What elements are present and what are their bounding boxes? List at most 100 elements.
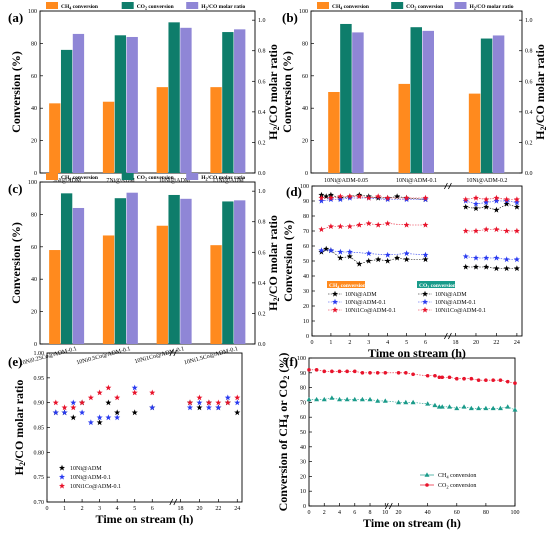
data-point [356,193,363,200]
data-point [196,394,203,401]
data-point [433,373,437,378]
data-point [205,399,212,406]
plot-frame [39,10,256,174]
y-tick-label: 20 [31,139,37,145]
legend-marker [332,298,338,305]
y-tick-label: 0 [305,171,308,177]
legend-marker [424,472,430,477]
data-point [375,256,382,263]
y-tick-label: 80 [303,214,309,220]
bar [352,32,364,173]
x-tick-label: 24 [514,340,520,346]
data-point [314,368,319,372]
y-tick-label: 50 [303,259,309,265]
data-point [79,409,86,416]
legend-entry: 10Ni@ADM [435,292,467,298]
data-point [384,257,391,264]
data-point [462,376,466,381]
legend-marker [422,290,428,297]
x-tick-label: 0 [311,340,314,346]
legend-entry: CO2 conversion [137,175,174,182]
x-tick-label: 22 [493,340,499,346]
y2-tick-label: 0.4 [258,281,266,287]
data-point [384,194,391,201]
y2-tick-label: 0.8 [525,49,533,55]
legend-entry: 10Ni@ADM [70,466,102,472]
y-tick-label: 0 [34,171,37,177]
legend-entry: CH4 conversion [61,175,98,182]
y-tick-label: 0.95 [34,376,45,382]
x-axis-label: Time on stream (h) [368,346,466,360]
bar [49,250,61,344]
panel-label: (d) [286,184,302,199]
y2-tick-label: 0.2 [258,311,266,317]
data-point [422,194,429,201]
data-point [493,194,500,201]
y2-tick-label: 0.8 [258,49,266,55]
data-point [375,193,382,200]
legend-title-ch4: CH4 conversion [329,283,366,290]
y-axis-label: Conversion (%) [9,222,23,304]
data-point [365,250,372,257]
series-line [465,200,517,205]
data-point [462,227,469,234]
data-point [149,389,156,396]
data-point [114,394,121,401]
legend-entry: 10Ni1Co@ADM-0.1 [70,484,121,490]
data-point [318,197,325,204]
y-tick-label: 40 [31,277,37,283]
legend-marker [59,464,65,471]
data-point [454,405,460,411]
data-point [105,414,112,421]
y-tick-label: 40 [31,106,37,112]
data-point [114,414,121,421]
data-point [196,399,203,406]
bar [210,245,222,344]
data-point [318,247,325,254]
legend-entry: CO2 conversion [438,483,476,490]
y2-tick-label: 0.4 [525,110,533,116]
x-tick-label: 10 [382,510,388,516]
data-point [484,378,488,383]
data-point [422,221,429,228]
x-tick-label: 10Ni@ADM [159,178,191,184]
data-point [394,193,401,200]
y-tick-label: 80 [300,386,306,392]
data-point [330,369,334,374]
data-point [367,396,373,402]
data-point [329,395,335,400]
legend-entry: CO2 conversion [137,4,174,11]
x-tick-label: 10Ni1.5Co@ADM-0.1 [183,346,238,366]
data-point [337,223,344,230]
legend-entry: CH4 conversion [438,473,476,480]
bar [72,207,85,344]
y-tick-label: 10 [303,319,309,325]
x-tick-label: 10Ni0.25Co@ADM-0.1 [19,346,77,367]
legend-marker [425,483,429,487]
data-point [384,251,391,258]
y2-tick-label: 0.2 [525,140,533,146]
data-point [96,419,103,426]
panel-e: (e) 0.70 0.75 0.80 0.85 0.90 0.95 1.00 0 1 2 3 4 5 6 18… [8,349,243,526]
data-point [322,369,327,374]
data-point [314,396,320,402]
axis-break [444,332,452,340]
data-point [375,371,380,375]
y-axis-label: Conversion (%) [280,51,294,133]
data-point [318,191,325,198]
data-point [234,399,241,406]
data-point [422,251,429,258]
panel-label: (b) [282,10,298,25]
data-point [96,389,103,396]
x-tick-label: 100 [511,510,520,516]
axis-break [384,502,393,510]
data-point [422,256,429,263]
data-point [411,372,415,377]
data-point [79,399,86,406]
x-tick-label: 2 [348,340,351,346]
data-point [356,260,363,267]
y2-axis-label: H2/CO molar ratio [533,44,548,140]
legend-swatch [317,2,329,9]
series-line [321,196,426,199]
